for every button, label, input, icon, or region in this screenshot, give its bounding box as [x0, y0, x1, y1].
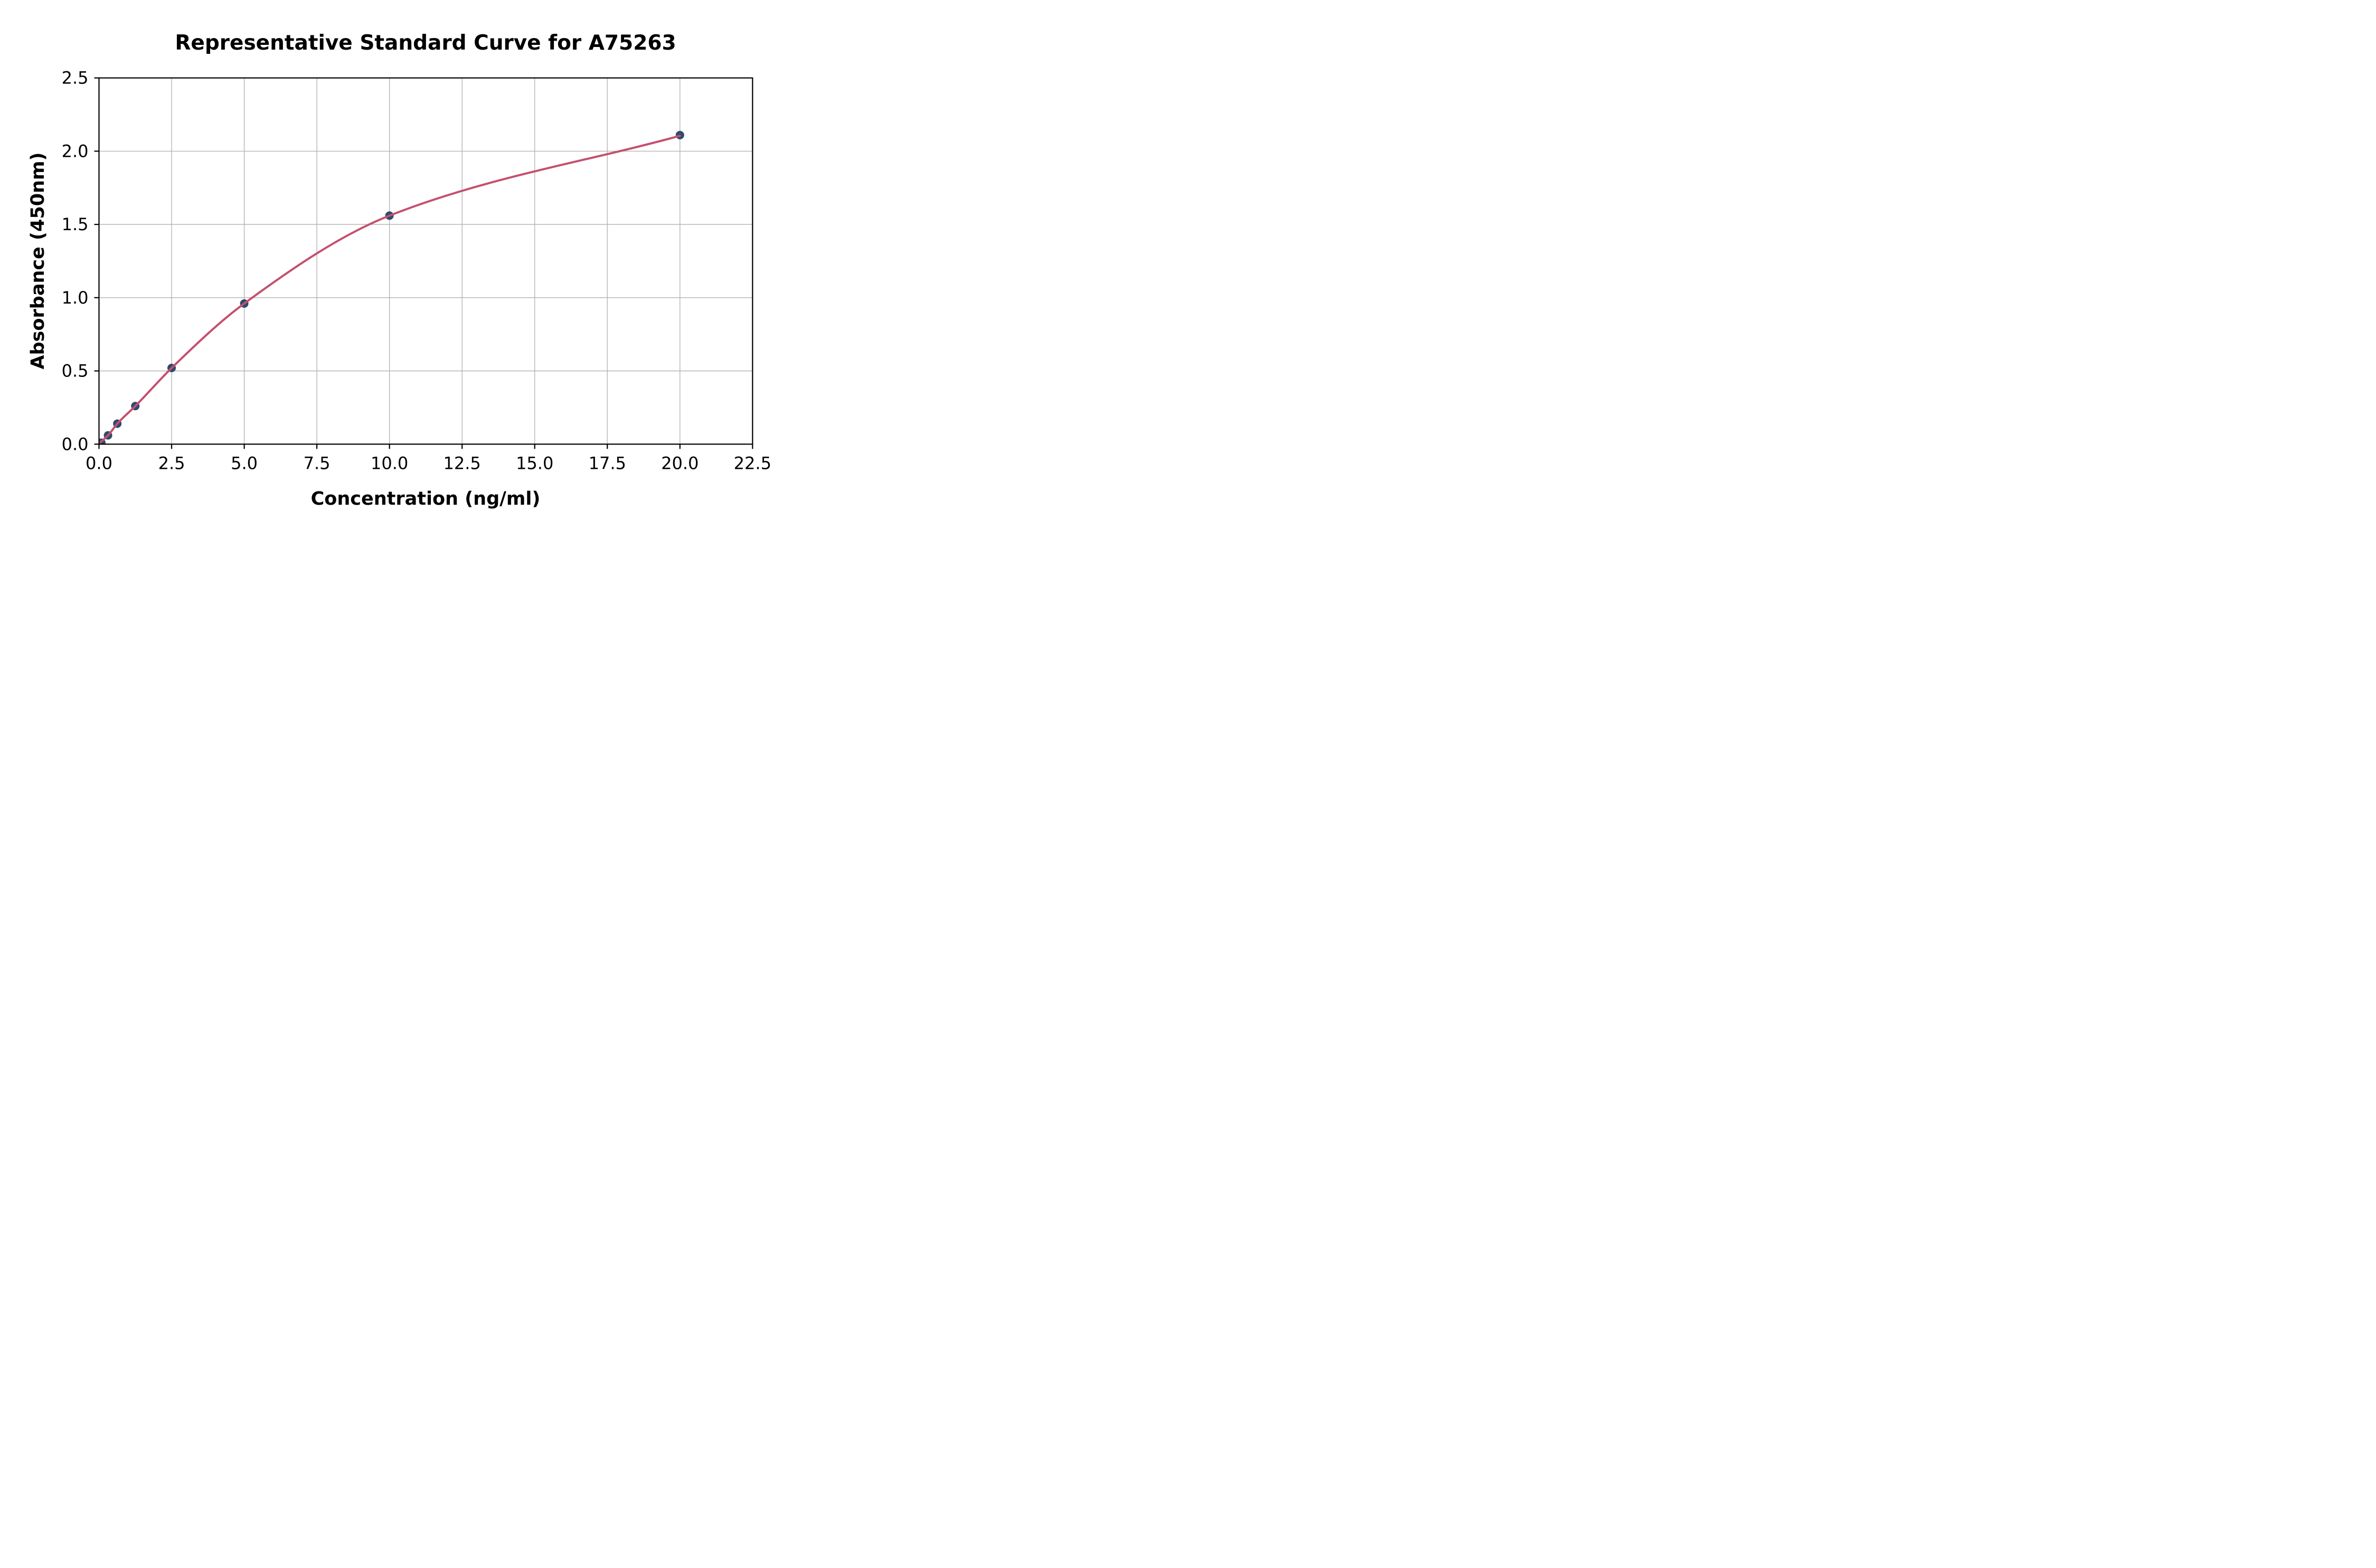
- x-tick-label: 0.0: [86, 453, 112, 473]
- x-tick-label: 15.0: [516, 453, 553, 473]
- chart-title: Representative Standard Curve for A75263: [175, 31, 676, 55]
- standard-curve-figure: Representative Standard Curve for A75263…: [0, 0, 792, 523]
- x-tick-label: 2.5: [158, 453, 185, 473]
- y-tick-label: 2.0: [62, 141, 89, 161]
- plot-area: 0.0 2.5 5.0 7.5 10.0 12.5 15.0 17.5 20.0 22.5 0.0 0…: [62, 68, 771, 474]
- x-tick-label: 20.0: [661, 453, 699, 473]
- fit-curve: [99, 135, 681, 445]
- y-tick-label: 0.5: [62, 361, 89, 381]
- y-tick-label: 1.5: [62, 214, 89, 234]
- x-tick-label: 22.5: [734, 453, 771, 473]
- plot-border: [98, 77, 753, 445]
- y-tick-label: 2.5: [62, 68, 89, 88]
- x-axis-label: Concentration (ng/ml): [310, 488, 541, 509]
- x-tick-label: 17.5: [589, 453, 626, 473]
- y-tick-label: 1.0: [62, 288, 89, 308]
- x-tick-label: 10.0: [371, 453, 408, 473]
- x-tick-label: 5.0: [231, 453, 258, 473]
- x-tick-label: 7.5: [304, 453, 331, 473]
- x-tick-label: 12.5: [444, 453, 481, 473]
- y-tick-label: 0.0: [62, 434, 89, 454]
- data-layer: [99, 130, 684, 445]
